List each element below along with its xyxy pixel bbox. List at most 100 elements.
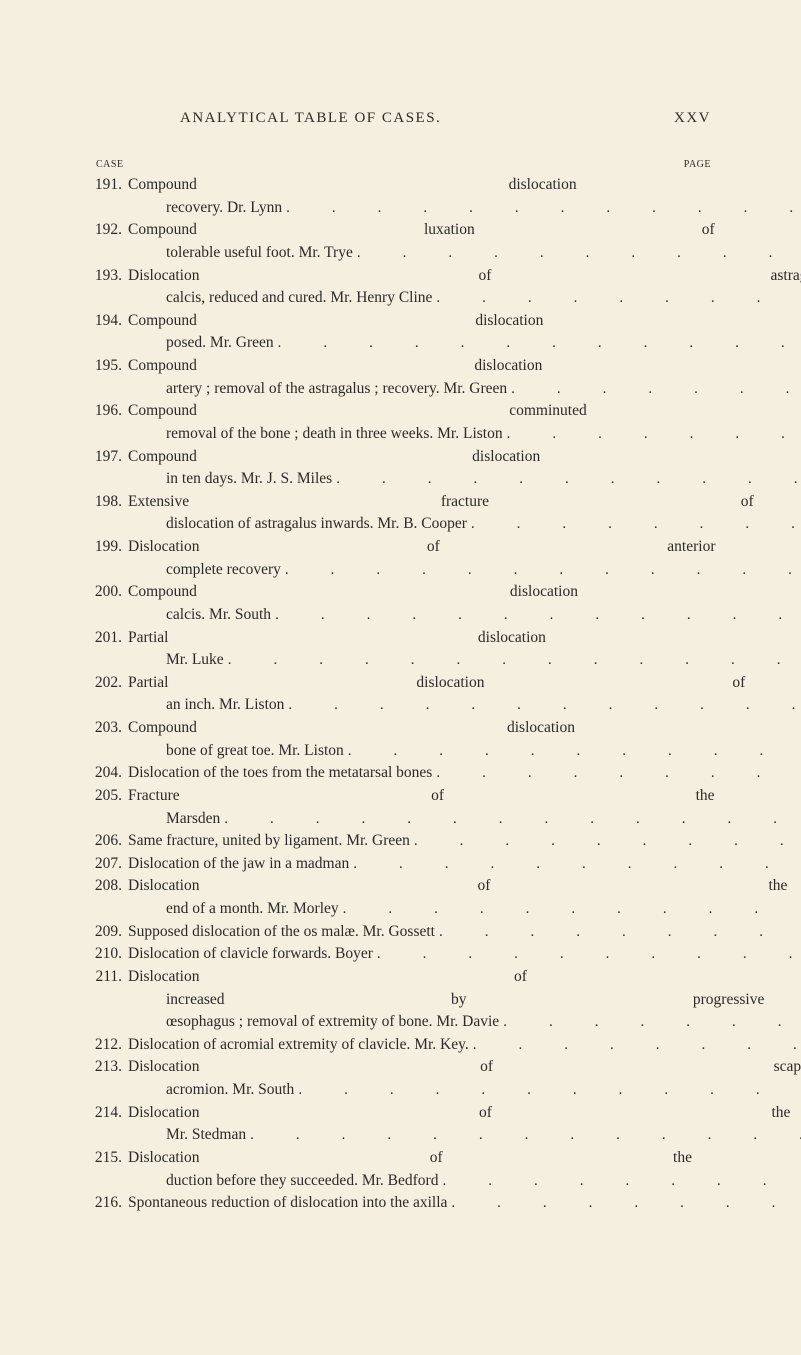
entry-number: 213. bbox=[92, 1056, 128, 1079]
entry-number: 196. bbox=[92, 400, 128, 423]
entry-body: Compound comminuted fracture and disloca… bbox=[128, 400, 801, 445]
entry-last-line: acromion. Mr. South.....................… bbox=[128, 1079, 801, 1102]
entry-text-line: Extensive fracture of lower ends of tibi… bbox=[128, 491, 801, 514]
table-entry: 196.Compound comminuted fracture and dis… bbox=[92, 400, 719, 445]
leader-dots: ........................................… bbox=[473, 1035, 801, 1053]
entry-text-line: Fracture of the os calcis from contracti… bbox=[128, 785, 801, 808]
leader-dots: ........................................… bbox=[511, 379, 801, 397]
entry-last-text: in ten days. Mr. J. S. Miles bbox=[128, 468, 332, 491]
table-entry: 200.Compound dislocation of astragalus f… bbox=[92, 581, 719, 626]
entry-last-line: dislocation of astragalus inwards. Mr. B… bbox=[128, 513, 801, 536]
entry-number: 192. bbox=[92, 219, 128, 242]
table-entry: 204.Dislocation of the toes from the met… bbox=[92, 762, 719, 785]
entry-number: 214. bbox=[92, 1102, 128, 1125]
entry-text-line: Dislocation of anterior bones of tarsus … bbox=[128, 536, 801, 559]
entry-text-line: Dislocation of astragalus inwards from t… bbox=[128, 265, 801, 288]
entry-last-line: calcis, reduced and cured. Mr. Henry Cli… bbox=[128, 287, 801, 310]
entry-body: Extensive fracture of lower ends of tibi… bbox=[128, 491, 801, 536]
entry-body: Partial dislocation of scaphoid and cubo… bbox=[128, 672, 801, 717]
column-headers: CASE PAGE bbox=[92, 159, 719, 170]
entry-body: Compound luxation of astragalus ; bone c… bbox=[128, 219, 801, 264]
leader-dots: ........................................… bbox=[503, 1012, 801, 1030]
entry-last-text: Spontaneous reduction of dislocation int… bbox=[128, 1192, 447, 1215]
entry-last-line: Mr. Luke................................… bbox=[128, 649, 801, 672]
entry-last-text: Same fracture, united by ligament. Mr. G… bbox=[128, 830, 410, 853]
table-entry: 197.Compound dislocation of the astragal… bbox=[92, 446, 719, 491]
entry-last-text: Mr. Luke bbox=[128, 649, 224, 672]
entry-last-text: recovery. Dr. Lynn bbox=[128, 197, 282, 220]
entry-text-line: increased by progressive distortion of s… bbox=[128, 989, 801, 1012]
entry-number: 200. bbox=[92, 581, 128, 604]
leader-dots: ........................................… bbox=[228, 650, 801, 668]
entry-body: Fracture of the os calcis from contracti… bbox=[128, 785, 801, 830]
table-entry: 202.Partial dislocation of scaphoid and … bbox=[92, 672, 719, 717]
page-header: ANALYTICAL TABLE OF CASES. XXV bbox=[92, 110, 719, 127]
entry-number: 203. bbox=[92, 717, 128, 740]
entry-number: 205. bbox=[92, 785, 128, 808]
entry-last-line: removal of the bone ; death in three wee… bbox=[128, 423, 801, 446]
table-entry: 201.Partial dislocation of the three cun… bbox=[92, 627, 719, 672]
entry-text-line: Dislocation of sternal extremity of clav… bbox=[128, 966, 801, 989]
leader-dots: ........................................… bbox=[357, 243, 801, 261]
leader-dots: ........................................… bbox=[336, 469, 801, 487]
table-entry: 195.Compound dislocation of the astragal… bbox=[92, 355, 719, 400]
entry-last-line: end of a month. Mr. Morley..............… bbox=[128, 898, 801, 921]
entry-last-text: acromion. Mr. South bbox=[128, 1079, 294, 1102]
table-entry: 215.Dislocation of the humerus into axil… bbox=[92, 1147, 719, 1192]
entry-body: Compound dislocation of the astragalus ;… bbox=[128, 355, 801, 400]
leader-dots: ........................................… bbox=[436, 763, 801, 781]
entry-number: 211. bbox=[92, 966, 128, 989]
table-entry: 193.Dislocation of astragalus inwards fr… bbox=[92, 265, 719, 310]
entry-body: Dislocation of clavicle forwards. Boyer.… bbox=[128, 943, 801, 966]
entry-number: 195. bbox=[92, 355, 128, 378]
entry-last-text: Dislocation of acromial extremity of cla… bbox=[128, 1034, 469, 1057]
leader-dots: ........................................… bbox=[414, 831, 801, 849]
entry-last-line: bone of great toe. Mr. Liston...........… bbox=[128, 740, 801, 763]
column-label-case: CASE bbox=[96, 159, 124, 170]
entry-number: 208. bbox=[92, 875, 128, 898]
leader-dots: ........................................… bbox=[353, 854, 801, 872]
entry-text-line: Dislocation of the jaw, from puerperal c… bbox=[128, 875, 801, 898]
leader-dots: ........................................… bbox=[439, 922, 801, 940]
entry-last-line: artery ; removal of the astragalus ; rec… bbox=[128, 378, 801, 401]
entry-number: 197. bbox=[92, 446, 128, 469]
entry-text-line: Dislocation of the shoulder into the axi… bbox=[128, 1102, 801, 1125]
entry-last-text: complete recovery bbox=[128, 559, 281, 582]
entry-last-line: Marsden.................................… bbox=[128, 808, 801, 831]
table-entry: 207.Dislocation of the jaw in a madman..… bbox=[92, 853, 719, 876]
entry-number: 193. bbox=[92, 265, 128, 288]
table-entry: 213.Dislocation of scapular extremity of… bbox=[92, 1056, 719, 1101]
entry-text-line: Compound comminuted fracture and disloca… bbox=[128, 400, 801, 423]
entry-number: 198. bbox=[92, 491, 128, 514]
entry-last-text: calcis, reduced and cured. Mr. Henry Cli… bbox=[128, 287, 432, 310]
entry-number: 207. bbox=[92, 853, 128, 876]
entry-number: 201. bbox=[92, 627, 128, 650]
leader-dots: ........................................… bbox=[275, 605, 801, 623]
entry-last-text: Dislocation of clavicle forwards. Boyer bbox=[128, 943, 373, 966]
leader-dots: ........................................… bbox=[377, 944, 801, 962]
entry-text-line: Compound dislocation of the astragalus ;… bbox=[128, 355, 801, 378]
leader-dots: ........................................… bbox=[442, 1171, 801, 1189]
entry-last-line: Supposed dislocation of the os malæ. Mr.… bbox=[128, 921, 801, 944]
entry-last-line: calcis. Mr. South.......................… bbox=[128, 604, 801, 627]
entry-last-text: bone of great toe. Mr. Liston bbox=[128, 740, 344, 763]
entry-body: Compound dislocation of ankle-joint, wit… bbox=[128, 174, 801, 219]
table-entry: 206.Same fracture, united by ligament. M… bbox=[92, 830, 719, 853]
entry-body: Partial dislocation of the three cuneifo… bbox=[128, 627, 801, 672]
table-entry: 212.Dislocation of acromial extremity of… bbox=[92, 1034, 719, 1057]
entry-last-text: posed. Mr. Green bbox=[128, 332, 274, 355]
leader-dots: ........................................… bbox=[343, 899, 801, 917]
entry-body: Same fracture, united by ligament. Mr. G… bbox=[128, 830, 801, 853]
entry-text-line: Partial dislocation of scaphoid and cubo… bbox=[128, 672, 801, 695]
entry-last-text: Supposed dislocation of the os malæ. Mr.… bbox=[128, 921, 435, 944]
table-entry: 211.Dislocation of sternal extremity of … bbox=[92, 966, 719, 1034]
leader-dots: ........................................… bbox=[278, 333, 801, 351]
entry-number: 202. bbox=[92, 672, 128, 695]
table-entry: 210.Dislocation of clavicle forwards. Bo… bbox=[92, 943, 719, 966]
leader-dots: ........................................… bbox=[507, 424, 801, 442]
entry-last-line: an inch. Mr. Liston.....................… bbox=[128, 694, 801, 717]
entry-number: 216. bbox=[92, 1192, 128, 1215]
table-entry: 191.Compound dislocation of ankle-joint,… bbox=[92, 174, 719, 219]
table-entry: 205.Fracture of the os calcis from contr… bbox=[92, 785, 719, 830]
entry-number: 215. bbox=[92, 1147, 128, 1170]
